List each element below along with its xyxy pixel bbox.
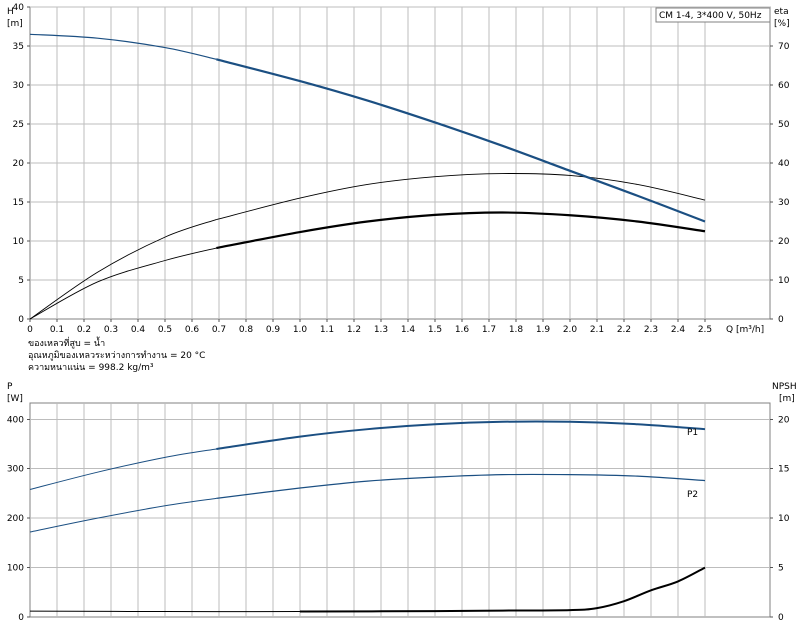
power-p1-line-duty (216, 420, 706, 450)
top-x-tick-label: 0.7 (212, 325, 226, 335)
bottom-grid (30, 403, 770, 617)
top-x-tick-label: 0.4 (131, 325, 146, 335)
top-left-tick-label: 35 (13, 42, 24, 52)
top-x-tick-label: 2.5 (698, 325, 712, 335)
top-right-tick-label: 40 (778, 159, 790, 169)
bottom-right-tick-label: 0 (778, 613, 784, 623)
bottom-right-axis-label: NPSH (772, 382, 797, 392)
chart-title: CM 1-4, 3*400 V, 50Hz (659, 11, 762, 21)
head-efficiency-chart: 0 0.1 0.2 0.3 0.4 0.5 0.6 0.7 0.8 0.9 1.0 1.1 1.2 1.3… (7, 3, 790, 335)
bottom-left-tick-label: 0 (18, 613, 24, 623)
top-x-tick-label: 1.8 (509, 325, 524, 335)
bottom-right-axis-unit: [m] (779, 394, 795, 404)
top-x-tick-label: 2.1 (590, 325, 604, 335)
top-left-tick-label: 5 (18, 276, 24, 286)
series-label-p2: P2 (687, 490, 698, 500)
x-axis-label: Q [m³/h] (726, 325, 764, 335)
top-x-tick-label: 0.1 (50, 325, 64, 335)
top-x-tick-label: 0.6 (185, 325, 200, 335)
bottom-left-tick-label: 100 (7, 564, 24, 574)
top-x-tick-label: 1.3 (374, 325, 388, 335)
top-x-tick-label: 2.2 (617, 325, 631, 335)
bottom-right-tick-label: 20 (778, 415, 790, 425)
top-right-axis-label: eta (774, 7, 789, 17)
note-liquid-temperature: อุณหภูมิของเหลวระหว่างการทำงาน = 20 °C (28, 350, 205, 361)
top-x-tick-label: 1.6 (455, 325, 470, 335)
top-left-tick-label: 25 (13, 120, 24, 130)
top-right-tick-label: 70 (778, 42, 790, 52)
efficiency-total-line-duty (216, 173, 706, 220)
bottom-plot-frame (29, 402, 771, 618)
top-x-tick-label: 1.0 (293, 325, 308, 335)
top-left-tick-label: 15 (13, 198, 24, 208)
top-left-tick-label: 20 (13, 159, 25, 169)
bottom-left-axis-unit: [W] (7, 394, 23, 404)
bottom-left-tick-label: 300 (7, 465, 24, 475)
bottom-axes: 0 100 200 300 400 0 5 10 15 20 (7, 415, 790, 623)
top-x-tick-label: 1.1 (320, 325, 334, 335)
top-x-tick-label: 1.2 (347, 325, 361, 335)
top-x-tick-label: 0.2 (77, 325, 91, 335)
power-p2-line-duty (216, 473, 706, 499)
top-right-tick-label: 50 (778, 120, 790, 130)
top-x-tick-label: 0.9 (266, 325, 281, 335)
top-left-tick-label: 40 (13, 3, 25, 13)
top-x-tick-label: 2.3 (644, 325, 658, 335)
head-line-duty (216, 58, 706, 223)
top-x-tick-label: 1.7 (482, 325, 496, 335)
top-left-tick-label: 10 (13, 237, 25, 247)
top-left-tick-label: 0 (18, 315, 24, 325)
top-series (29, 33, 706, 320)
top-axes: 0 0.1 0.2 0.3 0.4 0.5 0.6 0.7 0.8 0.9 1.0 1.1 1.2 1.3… (13, 3, 790, 335)
note-density: ความหนาแน่น = 998.2 kg/m³ (28, 363, 154, 373)
top-x-tick-label: 1.5 (428, 325, 442, 335)
bottom-right-tick-label: 15 (778, 465, 789, 475)
top-x-tick-label: 2.0 (563, 325, 578, 335)
top-x-tick-label: 1.4 (401, 325, 416, 335)
top-x-tick-label: 0.5 (158, 325, 172, 335)
efficiency-pump-line-low (29, 247, 217, 320)
efficiency-pump-line-duty (216, 211, 706, 250)
top-right-tick-label: 20 (778, 237, 790, 247)
efficiency-total-line-low (29, 219, 217, 320)
power-p1-line-low (29, 448, 217, 490)
bottom-left-tick-label: 200 (7, 514, 24, 524)
top-grid (30, 6, 770, 319)
top-right-tick-label: 0 (778, 315, 784, 325)
top-right-tick-label: 10 (778, 276, 790, 286)
top-right-tick-label: 30 (778, 198, 790, 208)
bottom-right-tick-label: 10 (778, 514, 790, 524)
series-label-p1: P1 (687, 428, 698, 438)
fluid-notes: ของเหลวที่สูบ = น้ำ อุณหภูมิของเหลวระหว่… (28, 336, 205, 373)
top-x-tick-label: 0 (27, 325, 33, 335)
head-line-low (29, 33, 217, 60)
npsh-line-duty (299, 566, 706, 613)
top-left-axis-unit: [m] (7, 19, 23, 29)
bottom-left-tick-label: 400 (7, 415, 24, 425)
bottom-left-axis-label: P (7, 382, 13, 392)
top-x-tick-label: 0.8 (239, 325, 254, 335)
top-x-tick-label: 2.4 (671, 325, 686, 335)
top-right-tick-label: 60 (778, 81, 790, 91)
bottom-series (29, 420, 706, 613)
note-pumped-liquid: ของเหลวที่สูบ = น้ำ (28, 336, 105, 349)
top-x-tick-label: 1.9 (536, 325, 551, 335)
top-left-axis-label: H (7, 7, 14, 17)
bottom-right-tick-label: 5 (778, 564, 784, 574)
power-p2-line-low (29, 497, 217, 533)
npsh-line-low (29, 610, 301, 613)
top-right-axis-unit: [%] (774, 19, 790, 29)
top-left-tick-label: 30 (13, 81, 25, 91)
title-box (655, 7, 771, 23)
top-x-tick-label: 0.3 (104, 325, 118, 335)
